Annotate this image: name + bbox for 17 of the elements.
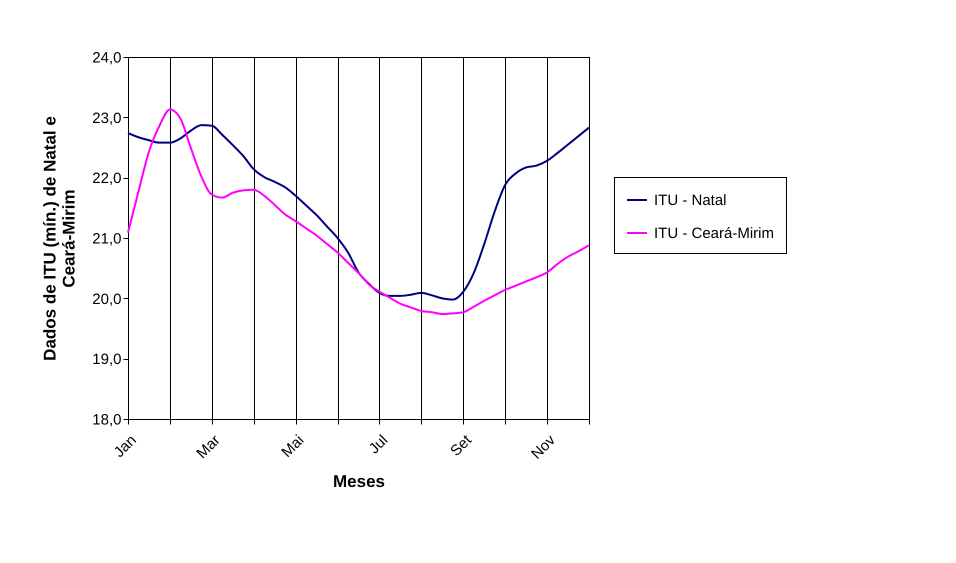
y-tick-label: 22,0 [92, 170, 122, 188]
x-tick-label: Mar [193, 432, 224, 462]
legend-label: ITU - Natal [654, 192, 727, 209]
y-tick-label: 18,0 [92, 412, 122, 428]
x-tick-label: Jan [110, 432, 140, 461]
y-tick-label: 21,0 [92, 230, 122, 248]
y-tick-label: 19,0 [92, 351, 122, 368]
y-tick-label: 24,0 [92, 50, 122, 66]
y-axis-title: Dados de ITU (mín.) de Natal e Ceará-Mirim [40, 116, 78, 361]
legend-label: ITU - Ceará-Mirim [654, 225, 774, 242]
y-tick-label: 20,0 [92, 290, 122, 308]
x-tick-label: Nov [528, 431, 560, 463]
x-axis-title: Meses [333, 472, 385, 491]
x-tick-label: Mai [278, 432, 308, 461]
x-tick-label: Jul [366, 432, 392, 458]
x-tick-label: Set [447, 431, 476, 460]
y-tick-label: 23,0 [92, 110, 122, 127]
